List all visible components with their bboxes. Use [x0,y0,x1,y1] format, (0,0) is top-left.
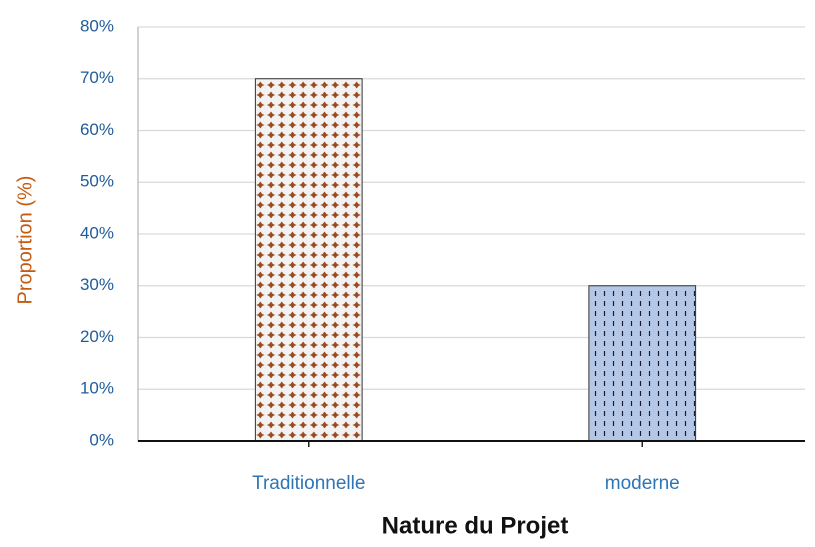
x-tick-label: moderne [605,473,680,494]
y-tick-label: 60% [80,120,114,139]
bar [254,78,363,442]
y-tick-label: 20% [80,327,114,346]
bar [588,285,697,442]
y-tick-label: 0% [89,430,114,449]
x-axis-title: Nature du Projet [382,512,569,539]
x-tick-label: Traditionnelle [252,473,365,494]
y-tick-label: 40% [80,223,114,242]
y-tick-label: 10% [80,379,114,398]
y-tick-label: 80% [80,16,114,35]
y-tick-label: 30% [80,275,114,294]
y-tick-label: 70% [80,68,114,87]
y-axis-title: Proportion (%) [14,176,36,305]
y-tick-label: 50% [80,172,114,191]
